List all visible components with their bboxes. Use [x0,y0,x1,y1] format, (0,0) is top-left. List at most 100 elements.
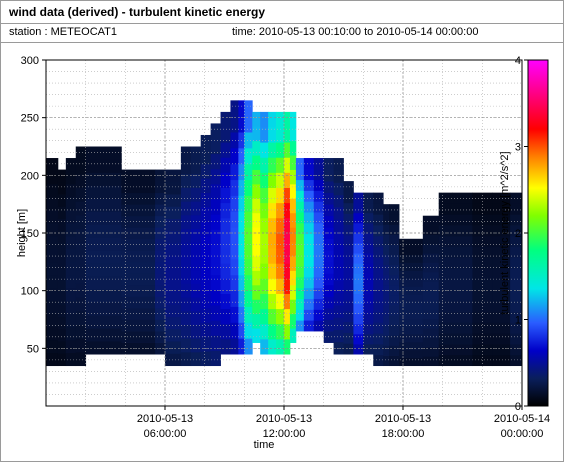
heatmap-cell [220,172,231,188]
heatmap-cell [200,178,212,194]
heatmap-cell [383,254,390,266]
heatmap-cell [492,203,511,215]
heatmap-cell [210,305,221,321]
heatmap-cell [422,225,440,235]
heatmap-cell [303,266,315,278]
heatmap-cell [57,328,67,342]
heatmap-cell [238,211,245,228]
heatmap-cell [383,305,390,316]
heatmap-cell [252,270,261,286]
heatmap-cell [289,313,297,329]
x-tick-label-time: 12:00:00 [263,428,306,440]
heatmap-cell [276,157,285,173]
heatmap-cell [353,233,364,244]
heatmap-cell [373,289,384,302]
heatmap-cell [343,321,354,333]
heatmap-cell [220,308,231,325]
heatmap-cell [363,273,374,284]
heatmap-cell [268,202,277,219]
heatmap-cell [363,333,374,345]
heatmap-cell [383,214,390,225]
heatmap-cell [510,311,523,323]
heatmap-cell [230,290,239,307]
heatmap-cell [57,181,67,195]
heatmap-cell [200,322,212,338]
heatmap-cell [165,169,182,183]
heatmap-cell [510,354,523,367]
heatmap-cell [510,246,523,258]
heatmap-cell [353,263,364,274]
heatmap-cell [303,222,315,235]
heatmap-cell [333,182,344,196]
heatmap-cell [230,147,239,165]
heatmap-cell [65,287,77,302]
heatmap-cell [210,259,221,276]
heatmap-cell [252,140,261,156]
heatmap-cell [373,214,384,226]
heatmap-cell [363,253,374,264]
heatmap-cell [244,306,253,323]
heatmap-cell [313,309,325,321]
heatmap-cell [373,192,384,204]
heatmap-cell [333,256,344,269]
heatmap-cell [220,233,231,249]
heatmap-cell [284,187,291,204]
heatmap-cell [373,225,384,237]
title-bar: wind data (derived) - turbulent kinetic … [1,1,563,24]
heatmap-cell [200,163,212,179]
y-tick-label: 200 [21,170,39,182]
heatmap-cell [313,266,325,278]
heatmap-cell [399,318,424,327]
heatmap-cell [85,276,122,290]
heatmap-cell [220,111,231,128]
heatmap-cell [422,300,440,310]
heatmap-cell [295,320,305,332]
heatmap-cell [244,116,253,133]
heatmap-cell [343,278,354,290]
heatmap-cell [383,325,390,336]
heatmap-cell [295,276,305,289]
heatmap-cell [313,158,325,170]
heatmap-cell [276,172,285,188]
colorbar: 0 1 2 3 4 turbulent kinetic energy [m^2/s^2] [499,55,549,413]
heatmap-cell [210,335,221,351]
heatmap-cell [230,227,239,244]
heatmap-cell [284,248,291,264]
heatmap-cell [57,341,67,354]
heatmap-cell [260,127,269,143]
heatmap-cell [399,302,424,311]
colorbar-tick-label: 0 [515,401,521,413]
heatmap-cell [399,310,424,319]
heatmap-cell [244,179,253,196]
heatmap-cell [252,241,261,257]
heatmap-cell [165,279,182,293]
heatmap-cell [230,322,239,339]
heatmap-cell [57,230,67,244]
heatmap-cell [343,191,354,204]
heatmap-cell [46,248,59,263]
heatmap-cell [121,296,156,309]
heatmap-cell [510,235,523,248]
heatmap-cell [75,256,87,271]
heatmap-cell [85,341,122,355]
heatmap-cell [230,195,239,212]
heatmap-cell [85,211,122,225]
heatmap-cell [452,257,473,269]
heatmap-cell [373,268,384,280]
heatmap-cell [244,274,253,292]
heatmap-cell [295,309,305,321]
heatmap-cell [389,345,400,356]
heatmap-cell [238,227,245,244]
colorbar-gradient [527,59,549,407]
heatmap-cell [46,274,59,289]
heatmap-cell [57,267,67,281]
chart-title: wind data (derived) - turbulent kinetic … [9,5,266,19]
heatmap-cell [210,138,221,155]
heatmap-cell [343,235,354,247]
info-bar: station : METEOCAT1 time: 2010-05-13 00:… [1,24,563,43]
heatmap-cell [238,322,245,339]
heatmap-cell [252,111,261,127]
heatmap-cell [303,287,315,299]
heatmap-cell [510,344,523,356]
heatmap-cell [333,158,344,171]
